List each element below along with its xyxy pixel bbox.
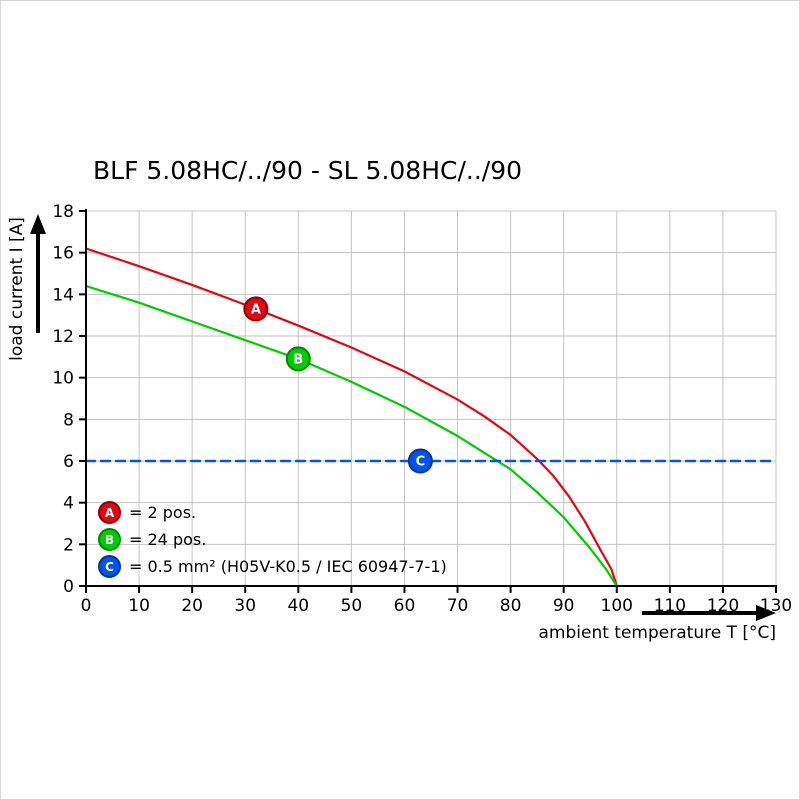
legend-label-c: = 0.5 mm² (H05V-K0.5 / IEC 60947-7-1) xyxy=(129,557,447,576)
x-tick-label: 40 xyxy=(287,596,309,616)
x-tick-label: 60 xyxy=(394,596,416,616)
marker-A xyxy=(243,296,269,322)
y-tick-label: 14 xyxy=(52,285,74,305)
x-axis-arrow-icon xyxy=(756,605,776,621)
x-tick-label: 70 xyxy=(447,596,469,616)
x-tick-label: 30 xyxy=(234,596,256,616)
y-tick-label: 4 xyxy=(63,494,74,514)
x-tick-label: 10 xyxy=(128,596,150,616)
series-a-marker-icon: A xyxy=(98,501,121,524)
x-tick-label: 20 xyxy=(181,596,203,616)
legend: A = 2 pos. B = 24 pos. C = 0.5 mm² (H05V… xyxy=(98,499,447,580)
series-c-marker-icon: C xyxy=(98,555,121,578)
legend-label-b: = 24 pos. xyxy=(129,530,207,549)
x-tick-label: 100 xyxy=(601,596,633,616)
marker-C xyxy=(407,448,433,474)
marker-B xyxy=(285,346,311,372)
x-tick-label: 50 xyxy=(341,596,363,616)
x-tick-label: 0 xyxy=(81,596,92,616)
y-tick-label: 18 xyxy=(52,202,74,222)
marker-B-letter: B xyxy=(293,352,303,367)
y-axis-arrow-icon xyxy=(30,214,46,234)
x-axis-label: ambient temperature T [°C] xyxy=(538,623,776,643)
y-tick-label: 8 xyxy=(63,410,74,430)
y-tick-label: 10 xyxy=(52,369,74,389)
y-tick-label: 12 xyxy=(52,327,74,347)
x-tick-label: 90 xyxy=(553,596,575,616)
y-tick-label: 6 xyxy=(63,452,74,472)
x-tick-label: 80 xyxy=(500,596,522,616)
y-tick-label: 16 xyxy=(52,244,74,264)
legend-label-a: = 2 pos. xyxy=(129,503,197,522)
chart-title: BLF 5.08HC/../90 - SL 5.08HC/../90 xyxy=(93,156,523,185)
series-b-marker-icon: B xyxy=(98,528,121,551)
legend-item-b: B = 24 pos. xyxy=(98,526,447,553)
legend-item-c: C = 0.5 mm² (H05V-K0.5 / IEC 60947-7-1) xyxy=(98,553,447,580)
marker-C-letter: C xyxy=(416,455,426,470)
legend-item-a: A = 2 pos. xyxy=(98,499,447,526)
y-tick-label: 2 xyxy=(63,535,74,555)
series-A-curve xyxy=(84,247,618,588)
series-B-curve xyxy=(84,284,618,588)
marker-A-letter: A xyxy=(251,302,261,317)
y-tick-label: 0 xyxy=(63,577,74,597)
